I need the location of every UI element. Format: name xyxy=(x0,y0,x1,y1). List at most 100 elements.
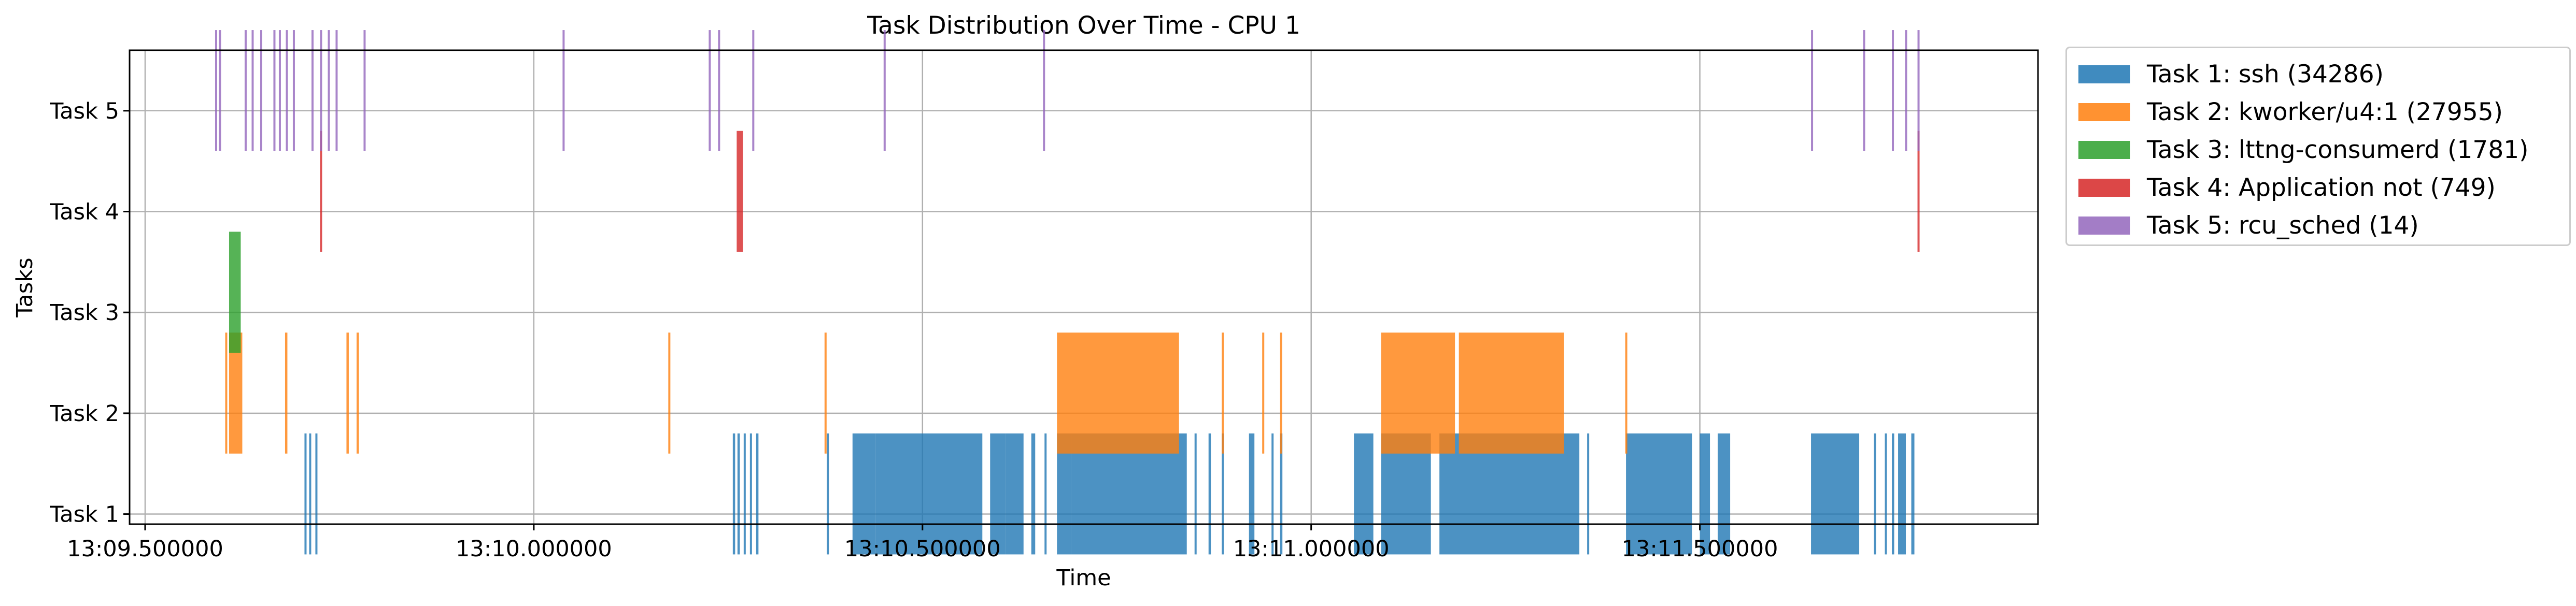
task-1-bar xyxy=(1031,433,1036,555)
task-1-bar xyxy=(1044,433,1047,555)
task-1-bar xyxy=(875,433,983,555)
y-tick-label: Task 3 xyxy=(49,300,119,326)
task-2-bar xyxy=(1625,333,1627,454)
legend-entry: Task 4: Application not (749) xyxy=(2078,169,2569,207)
task-1-bar xyxy=(1006,433,1024,555)
task-5-bar xyxy=(1811,30,1814,151)
task-5-bar xyxy=(260,30,262,151)
task-2-bar xyxy=(824,333,827,454)
task-5-bar xyxy=(1892,30,1894,151)
y-axis-label: Tasks xyxy=(12,257,38,318)
task-5-bar xyxy=(292,30,295,151)
task-5-bar xyxy=(273,30,276,151)
task-2-bar xyxy=(1280,333,1282,454)
task-2-bar xyxy=(346,333,349,454)
y-axis-ticks: Task 1 Task 2 Task 3 Task 4 Task 5 xyxy=(49,98,130,528)
task-3-bar xyxy=(229,232,241,353)
y-tick-label: Task 2 xyxy=(49,401,119,427)
task-5-bar xyxy=(1905,30,1907,151)
task-2-bar xyxy=(285,333,288,454)
task-1-bar xyxy=(304,433,307,555)
task-4-series xyxy=(320,131,1920,252)
task-1-bar xyxy=(1222,433,1224,555)
task-2-bar xyxy=(1381,333,1455,454)
task-1-bar xyxy=(1208,433,1211,555)
task-1-bar xyxy=(756,433,759,555)
legend-label: Task 3: lttng-consumerd (1781) xyxy=(2147,136,2529,164)
x-tick-label: 13:11.500000 xyxy=(1622,536,1778,562)
task-5-bar xyxy=(328,30,330,151)
legend-entry: Task 2: kworker/u4:1 (27955) xyxy=(2078,93,2569,131)
task-1-bar xyxy=(1892,433,1894,555)
x-tick-label: 13:09.500000 xyxy=(67,536,223,562)
plot-area-frame xyxy=(129,49,2039,525)
task-5-bar xyxy=(244,30,247,151)
task-bars xyxy=(215,30,1920,555)
task-2-series xyxy=(225,333,1627,454)
task-5-bar xyxy=(1917,30,1920,151)
task-1-bar xyxy=(1885,433,1887,555)
task-1-bar xyxy=(315,433,318,555)
x-axis-ticks: 13:09.500000 13:10.000000 13:10.500000 13:1… xyxy=(67,524,1778,562)
task-1-bar xyxy=(737,433,740,555)
task-2-bar xyxy=(1057,333,1179,454)
legend-swatch xyxy=(2078,217,2130,235)
legend-label: Task 5: rcu_sched (14) xyxy=(2147,211,2419,240)
task-1-bar xyxy=(1626,433,1692,555)
task-5-bar xyxy=(320,30,322,151)
task-1-bar xyxy=(1587,433,1590,555)
legend: Task 1: ssh (34286) Task 2: kworker/u4:1 … xyxy=(2065,47,2571,246)
task-5-bar xyxy=(335,30,338,151)
y-tick-label: Task 5 xyxy=(49,98,119,124)
task-5-bar xyxy=(363,30,366,151)
task-1-bar xyxy=(1249,433,1255,555)
task-1-bar xyxy=(1271,433,1274,555)
task-1-bar xyxy=(1811,433,1860,555)
task-1-bar xyxy=(827,433,829,555)
legend-entry: Task 5: rcu_sched (14) xyxy=(2078,207,2569,244)
legend-swatch xyxy=(2078,179,2130,197)
task-2-bar xyxy=(1459,333,1564,454)
task-1-bar xyxy=(743,433,746,555)
task-1-bar xyxy=(1354,433,1374,555)
task-2-bar xyxy=(356,333,359,454)
task-1-bar xyxy=(1874,433,1876,555)
task-2-bar xyxy=(225,333,228,454)
task-1-bar xyxy=(749,433,752,555)
task-5-bar xyxy=(1043,30,1045,151)
task-4-bar xyxy=(1917,131,1920,252)
task-5-bar xyxy=(718,30,720,151)
task-1-bar xyxy=(1898,433,1906,555)
task-5-bar xyxy=(752,30,755,151)
legend-label: Task 2: kworker/u4:1 (27955) xyxy=(2147,98,2503,126)
task-5-bar xyxy=(278,30,281,151)
task-3-series xyxy=(229,232,241,353)
task-1-bar xyxy=(1280,433,1283,555)
legend-swatch xyxy=(2078,65,2130,83)
task-5-bar xyxy=(709,30,711,151)
legend-swatch xyxy=(2078,103,2130,121)
task-4-bar xyxy=(737,131,743,252)
task-2-bar xyxy=(668,333,671,454)
x-tick-label: 13:10.000000 xyxy=(456,536,612,562)
x-axis-label: Time xyxy=(1056,565,1111,591)
y-tick-label: Task 4 xyxy=(49,199,119,225)
task-5-bar xyxy=(562,30,565,151)
legend-label: Task 1: ssh (34286) xyxy=(2147,60,2384,89)
task-5-bar xyxy=(219,30,221,151)
task-5-bar xyxy=(251,30,254,151)
task-1-bar xyxy=(852,433,876,555)
task-5-bar xyxy=(215,30,217,151)
legend-label: Task 4: Application not (749) xyxy=(2147,174,2496,202)
task-4-bar xyxy=(320,131,322,252)
task-1-bar xyxy=(309,433,312,555)
task-5-series xyxy=(215,30,1920,151)
task-5-bar xyxy=(311,30,314,151)
task-1-bar xyxy=(1194,433,1197,555)
legend-entry: Task 1: ssh (34286) xyxy=(2078,55,2569,93)
legend-swatch xyxy=(2078,141,2130,159)
x-tick-label: 13:11.000000 xyxy=(1233,536,1390,562)
task-1-bar xyxy=(732,433,735,555)
task-1-bar xyxy=(990,433,1006,555)
task-2-bar xyxy=(1262,333,1265,454)
